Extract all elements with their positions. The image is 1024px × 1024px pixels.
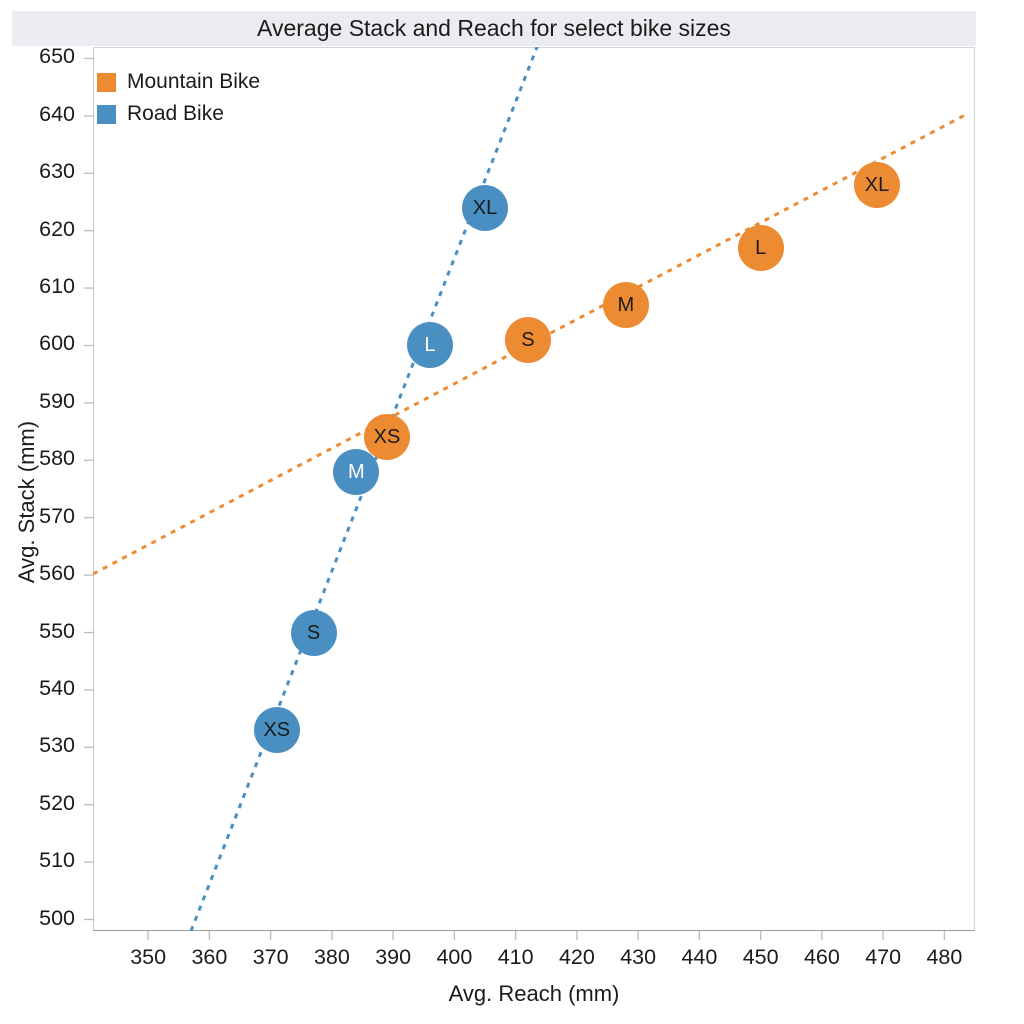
legend-item[interactable]: Road Bike [97, 98, 357, 130]
x-axis-tick-label: 440 [681, 945, 718, 969]
y-axis-tick-label: 650 [39, 44, 75, 69]
page-title: Average Stack and Reach for select bike … [257, 15, 731, 41]
x-axis-tick-label: 460 [803, 945, 840, 969]
data-point-marker[interactable]: XL [854, 161, 900, 208]
x-axis-tick-label: 410 [497, 945, 534, 969]
y-axis-tick-label: 560 [39, 561, 75, 586]
x-axis-tick-label: 390 [375, 945, 412, 969]
data-point-label: L [424, 334, 436, 357]
x-axis-tick-label: 480 [926, 945, 963, 969]
data-point-label: XL [864, 173, 890, 196]
data-point-label: XS [373, 426, 401, 449]
data-point-marker[interactable]: L [737, 224, 784, 271]
x-axis-tick-label: 360 [191, 945, 228, 969]
y-axis-tick-label: 600 [39, 331, 75, 356]
x-axis-title: Avg. Reach (mm) [448, 981, 620, 1006]
plot-area [93, 47, 975, 931]
data-point-label: S [306, 621, 321, 644]
y-axis-tick-label: 510 [39, 848, 75, 873]
y-axis-tick-label: 640 [39, 101, 75, 126]
legend-swatch-icon [97, 104, 116, 124]
y-axis-tick-label: 500 [39, 905, 75, 930]
legend-swatch-icon [97, 72, 116, 92]
y-axis-tick-label: 580 [39, 446, 75, 471]
y-axis-tick-label: 630 [39, 159, 75, 184]
x-axis-tick-label: 380 [313, 945, 350, 969]
legend-item[interactable]: Mountain Bike [97, 66, 357, 98]
data-point-label: M [617, 294, 635, 317]
y-axis-tick-label: 620 [39, 216, 75, 241]
y-axis-tick-label: 520 [39, 790, 75, 815]
y-axis-tick-label: 590 [39, 388, 75, 413]
axis-ticks [84, 57, 946, 940]
x-axis-tick-label: 370 [252, 945, 289, 969]
data-point-label: L [755, 236, 767, 259]
x-axis-tick-label: 430 [620, 945, 657, 969]
data-point-marker[interactable]: XS [253, 707, 300, 754]
legend-item-label: Mountain Bike [127, 70, 261, 93]
data-point-marker[interactable]: XL [462, 184, 508, 231]
y-axis-tick-label: 550 [39, 618, 75, 643]
data-point-marker[interactable]: XS [364, 414, 410, 461]
data-point-marker[interactable]: M [333, 448, 380, 495]
data-point-label: XS [263, 719, 291, 742]
y-axis-title: Avg. Stack (mm) [14, 420, 39, 584]
x-axis-tick-label: 450 [742, 945, 779, 969]
x-axis-tick-label: 470 [865, 945, 902, 969]
data-point-marker[interactable]: S [504, 316, 551, 363]
data-point-marker[interactable]: S [290, 609, 337, 656]
x-axis-tick-label: 400 [436, 945, 473, 969]
title-band: Average Stack and Reach for select bike … [12, 11, 976, 46]
x-axis-tick-label: 350 [130, 945, 167, 969]
y-axis-tick-label: 540 [39, 675, 75, 700]
data-point-label: XL [472, 196, 498, 219]
data-point-label: M [348, 460, 365, 483]
y-axis-tick-label: 570 [39, 503, 75, 528]
data-point-marker[interactable]: M [602, 282, 649, 329]
y-axis-tick-label: 610 [39, 274, 75, 299]
legend: Mountain Bike Road Bike [97, 66, 357, 130]
legend-item-label: Road Bike [127, 102, 224, 125]
y-axis-tick-label: 530 [39, 733, 75, 758]
x-axis-tick-label: 420 [558, 945, 595, 969]
data-point-label: S [521, 328, 535, 351]
trendlines [93, 47, 970, 931]
